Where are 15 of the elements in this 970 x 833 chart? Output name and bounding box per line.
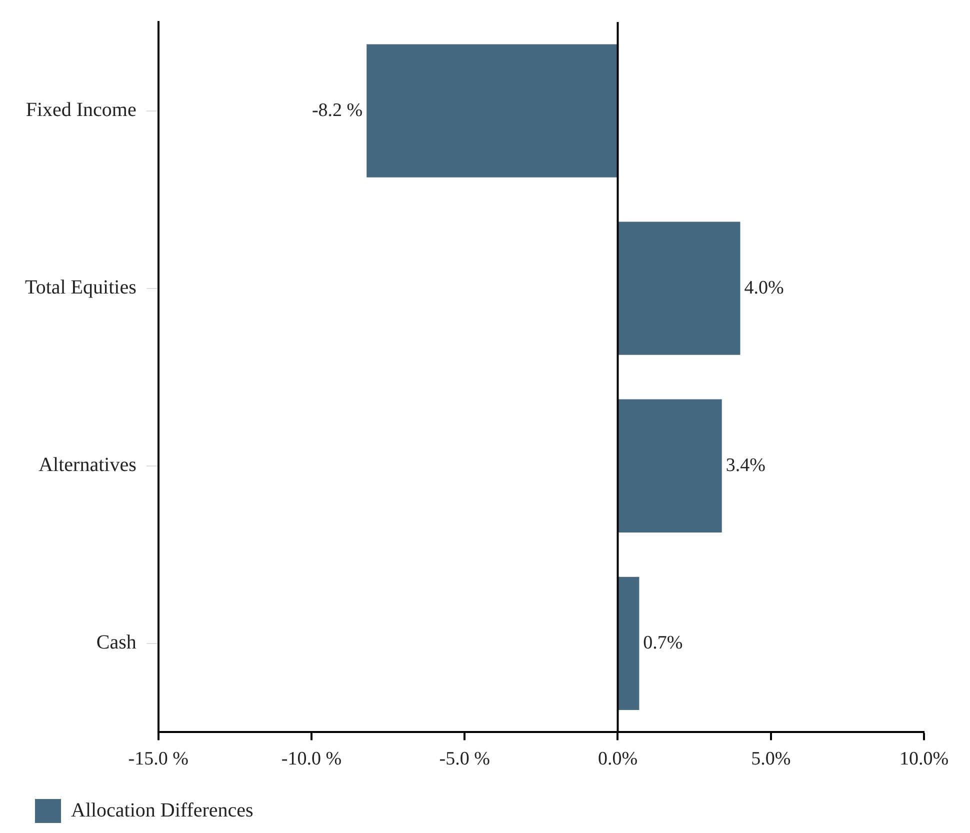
y-tick-label: Total Equities (25, 276, 137, 299)
x-tick-label: -5.0 % (439, 748, 490, 770)
y-tick-label: Fixed Income (26, 99, 136, 122)
y-tick-label: Alternatives (38, 454, 137, 476)
x-tick-label: -15.0 % (128, 748, 189, 770)
data-label: -8.2 % (312, 100, 363, 121)
data-label: 4.0% (744, 277, 784, 298)
x-tick-label: 5.0% (751, 748, 791, 770)
x-tick-label: -10.0 % (281, 748, 342, 770)
data-label: 3.4% (726, 454, 766, 476)
y-tick-label: Cash (96, 632, 136, 654)
legend-label: Allocation Differences (71, 799, 254, 822)
x-tick-label: 0.0% (598, 748, 638, 770)
x-tick-label: 10.0% (899, 748, 949, 770)
data-label: 0.7% (643, 632, 683, 654)
